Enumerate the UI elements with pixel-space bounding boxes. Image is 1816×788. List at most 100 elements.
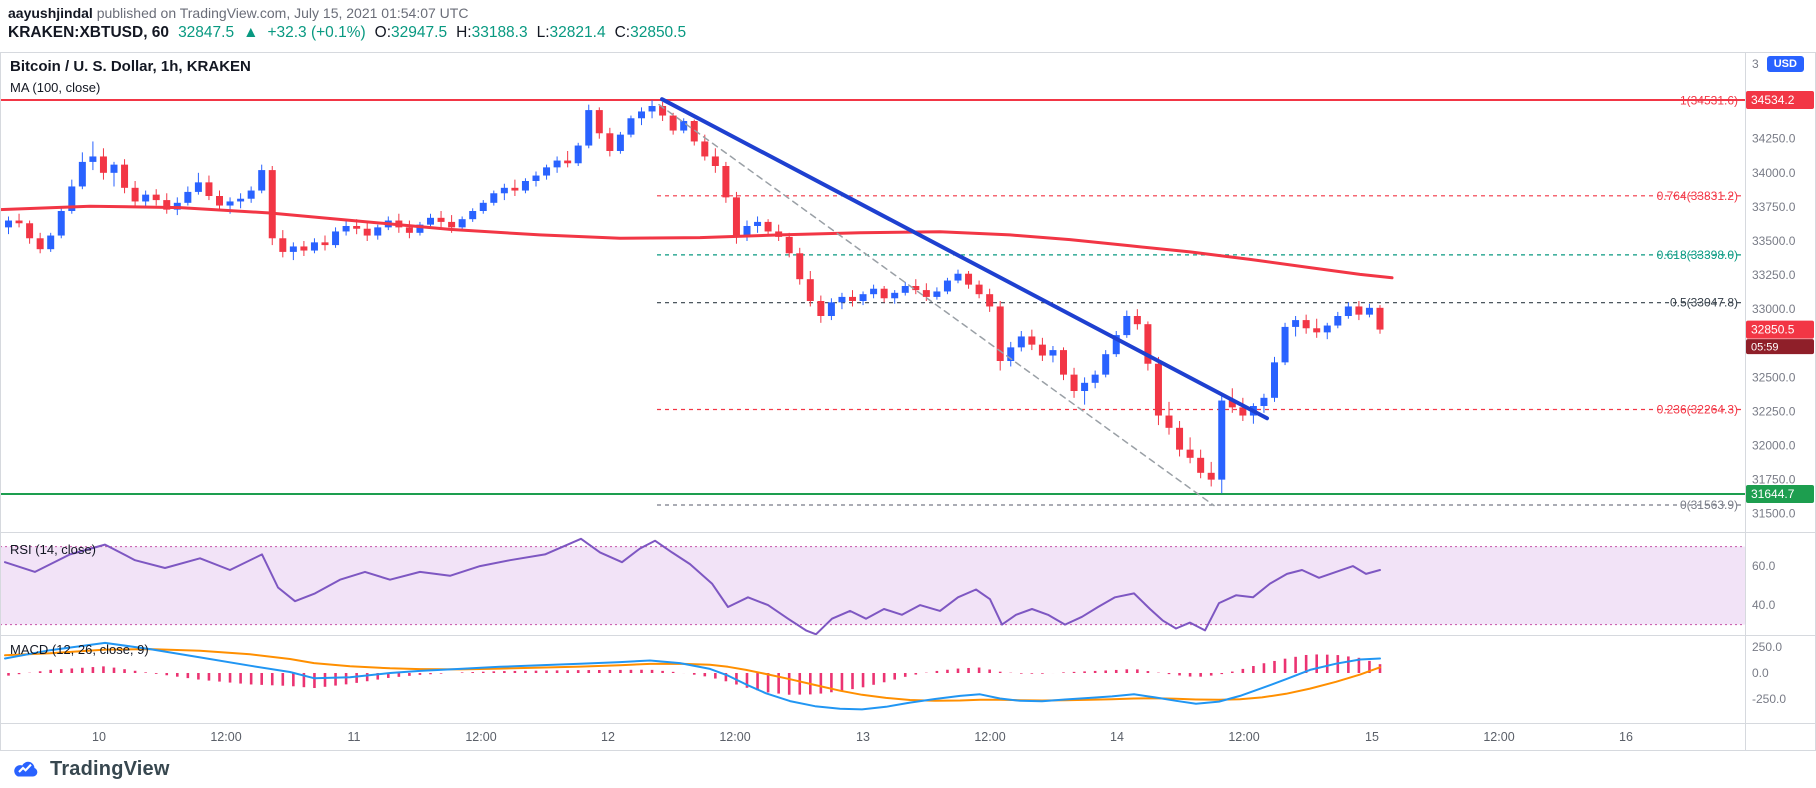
- candle-body: [121, 164, 129, 188]
- candle-body: [15, 220, 23, 224]
- candle-body: [1028, 336, 1036, 345]
- candle-body: [859, 294, 867, 301]
- candle-body: [1292, 320, 1300, 327]
- candle-body: [237, 198, 245, 202]
- ma-indicator-legend[interactable]: MA (100, close): [10, 80, 101, 95]
- price-axis-label: 32000.0: [1752, 439, 1796, 453]
- candle-body: [68, 186, 76, 211]
- candle-body: [838, 296, 846, 303]
- candle-body: [1376, 307, 1384, 330]
- candle-body: [1334, 316, 1342, 326]
- candle-body: [1165, 415, 1173, 428]
- candle-body: [986, 294, 994, 307]
- candle-body: [1144, 324, 1152, 364]
- candle-body: [996, 306, 1004, 361]
- candle-body: [1186, 449, 1194, 458]
- symbol-name[interactable]: KRAKEN:XBTUSD, 60: [8, 24, 170, 41]
- candle-body: [680, 121, 688, 131]
- fib-level-label: 0.618(33398.0): [1657, 248, 1738, 262]
- fib-level-label: 1(34531.6): [1680, 93, 1738, 107]
- candle-body: [638, 111, 645, 119]
- candle-body: [374, 227, 382, 236]
- candle-body: [36, 238, 44, 250]
- candle-body: [1218, 400, 1226, 480]
- candle-body: [754, 221, 762, 226]
- candle-body: [1154, 363, 1162, 416]
- price-axis-badge: [1746, 320, 1814, 339]
- candle-body: [416, 224, 424, 233]
- candle-body: [595, 110, 603, 134]
- price-axis-label: 34250.0: [1752, 132, 1796, 146]
- candle-body: [194, 182, 202, 192]
- high-label: H:: [456, 24, 472, 41]
- candle-body: [405, 227, 413, 233]
- candle-body: [1007, 347, 1015, 361]
- fib-level-label: 0.236(32264.3): [1657, 403, 1738, 417]
- candle-body: [490, 193, 498, 203]
- price-axis-label: 33750.0: [1752, 200, 1796, 214]
- rsi-axis-label: 40.0: [1752, 598, 1776, 612]
- candle-body: [764, 221, 772, 232]
- fib-level-label: 0.5(33047.8): [1670, 296, 1738, 310]
- price-axis-label: 31500.0: [1752, 507, 1796, 521]
- candle-body: [1207, 472, 1215, 480]
- candle-body: [363, 228, 371, 236]
- candle-body: [268, 170, 276, 239]
- candle-body: [437, 217, 445, 222]
- candle-body: [511, 187, 519, 191]
- bar-countdown-text: 05:59: [1751, 342, 1779, 354]
- candle-body: [448, 221, 456, 228]
- candle-body: [458, 219, 466, 228]
- candle-body: [627, 118, 635, 135]
- candle-body: [1239, 407, 1247, 416]
- currency-badge[interactable]: USD: [1766, 56, 1804, 72]
- candle-body: [279, 238, 287, 252]
- time-axis-label: 15: [1365, 730, 1379, 744]
- time-axis-label: 16: [1619, 730, 1633, 744]
- candle-body: [1271, 362, 1278, 398]
- price-axis-label: 34000.0: [1752, 166, 1796, 180]
- candle-body: [827, 302, 835, 316]
- brand-name[interactable]: TradingView: [50, 758, 170, 780]
- chart-title-legend[interactable]: Bitcoin / U. S. Dollar, 1h, KRAKEN: [10, 58, 251, 75]
- candle-body: [891, 292, 899, 299]
- candle-body: [574, 145, 582, 164]
- candle-body: [659, 106, 667, 116]
- candle-body: [89, 156, 97, 162]
- price-axis-label: 32500.0: [1752, 370, 1796, 384]
- candle-body: [1260, 397, 1268, 406]
- candle-body: [300, 246, 308, 251]
- price-axis-header: 3 USD: [1752, 56, 1804, 72]
- candle-body: [965, 273, 973, 285]
- candle-body: [1323, 325, 1331, 333]
- candle-body: [1081, 382, 1089, 391]
- fib-level-label: 0(31563.9): [1680, 498, 1738, 512]
- candle-body: [1038, 344, 1046, 356]
- price-change: +32.3 (+0.1%): [267, 24, 366, 41]
- candle-body: [521, 181, 529, 191]
- tradingview-logo-icon[interactable]: [10, 757, 41, 783]
- price-axis-label: 33250.0: [1752, 268, 1796, 282]
- candle-body: [5, 220, 12, 228]
- candle-body: [849, 296, 856, 301]
- candle-body: [532, 175, 540, 181]
- low-label: L:: [536, 24, 550, 41]
- candle-body: [500, 187, 508, 194]
- candle-body: [690, 121, 698, 142]
- price-axis-label: 31750.0: [1752, 473, 1796, 487]
- price-axis-badge-text: 34534.2: [1751, 93, 1795, 107]
- close-value: 32850.5: [630, 24, 687, 41]
- macd-indicator-legend[interactable]: MACD (12, 26, close, 9): [10, 642, 149, 657]
- high-value: 33188.3: [471, 24, 528, 41]
- publish-info: aayushjindal published on TradingView.co…: [8, 5, 468, 21]
- rsi-indicator-legend[interactable]: RSI (14, close): [10, 542, 96, 557]
- candle-body: [205, 182, 213, 196]
- ma100-line: [0, 204, 1394, 280]
- candle-body: [1281, 326, 1289, 363]
- time-axis-label: 12:00: [210, 730, 241, 744]
- candle-body: [1344, 306, 1352, 316]
- price-axis-badge-text: 31644.7: [1751, 487, 1795, 501]
- time-axis-label: 11: [348, 730, 361, 744]
- time-axis-label: 12:00: [465, 730, 496, 744]
